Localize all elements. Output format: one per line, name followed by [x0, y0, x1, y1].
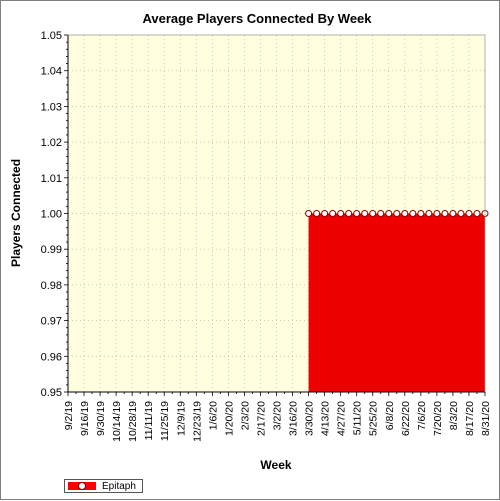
x-tick-label: 3/30/20	[304, 401, 316, 436]
x-tick-label: 7/20/20	[432, 401, 444, 436]
data-point	[353, 210, 361, 217]
data-point	[449, 210, 457, 217]
data-point	[393, 210, 401, 217]
data-point	[321, 210, 329, 217]
data-point	[329, 210, 337, 217]
series-area-epitaph	[308, 213, 485, 392]
x-tick-labels: 9/2/19 9/16/19 9/30/19 10/14/19 10/28/19 11/1…	[63, 401, 492, 442]
x-tick-label: 7/6/20	[416, 401, 428, 430]
series-layer	[305, 210, 489, 392]
x-tick-label: 3/2/20	[272, 401, 284, 430]
data-point	[457, 210, 465, 217]
data-point	[441, 210, 449, 217]
y-tick-label: 0.97	[41, 316, 62, 328]
data-point	[313, 210, 321, 217]
data-point	[305, 210, 313, 217]
data-point	[465, 210, 473, 217]
x-tick-label: 6/8/20	[384, 401, 396, 430]
data-point	[369, 210, 377, 217]
data-point	[377, 210, 385, 217]
data-point	[473, 210, 481, 217]
axes	[64, 34, 486, 396]
x-tick-label: 1/20/20	[223, 401, 235, 436]
legend-label: Epitaph	[102, 480, 136, 492]
data-point	[345, 210, 353, 217]
x-tick-label: 4/27/20	[336, 401, 348, 436]
x-tick-label: 12/23/19	[191, 401, 203, 442]
x-tick-label: 8/3/20	[448, 401, 460, 430]
data-point	[337, 210, 345, 217]
y-tick-labels: 0.95 0.96 0.97 0.98 0.99 1.00 1.01 1.02 1.03 1.04…	[41, 30, 62, 399]
x-tick-label: 10/14/19	[111, 401, 123, 442]
y-tick-label: 0.95	[41, 387, 62, 399]
y-tick-label: 0.98	[41, 280, 62, 292]
y-tick-label: 1.03	[41, 101, 62, 113]
legend: Epitaph	[64, 479, 143, 493]
data-point	[425, 210, 433, 217]
data-point	[361, 210, 369, 217]
y-tick-label: 0.99	[41, 244, 62, 256]
y-tick-label: 0.96	[41, 351, 62, 363]
legend-marker-icon	[78, 482, 86, 490]
y-tick-label: 1.05	[41, 30, 62, 42]
y-tick-label: 1.01	[41, 173, 62, 185]
data-point	[401, 210, 409, 217]
x-tick-label: 3/16/20	[288, 401, 300, 436]
y-tick-label: 1.02	[41, 137, 62, 149]
x-tick-label: 2/3/20	[239, 401, 251, 430]
x-tick-label: 9/2/19	[63, 401, 75, 430]
x-tick-label: 9/16/19	[79, 401, 91, 436]
x-tick-label: 1/6/20	[207, 401, 219, 430]
y-tick-label: 1.00	[41, 209, 62, 221]
data-point	[417, 210, 425, 217]
y-axis-label: Players Connected	[9, 159, 23, 267]
chart-title: Average Players Connected By Week	[142, 11, 372, 26]
data-point	[409, 210, 417, 217]
x-tick-label: 5/25/20	[368, 401, 380, 436]
x-tick-label: 12/9/19	[175, 401, 187, 436]
data-point	[385, 210, 393, 217]
x-tick-label: 6/22/20	[400, 401, 412, 436]
x-tick-label: 2/17/20	[255, 401, 267, 436]
x-axis-label: Week	[260, 458, 291, 472]
x-tick-label: 8/31/20	[480, 401, 492, 436]
data-point	[433, 210, 441, 217]
x-tick-label: 5/11/20	[352, 401, 364, 435]
x-tick-label: 4/13/20	[320, 401, 332, 436]
legend-swatch	[68, 482, 96, 490]
x-tick-label: 10/28/19	[127, 401, 139, 442]
x-tick-label: 11/11/19	[143, 401, 155, 440]
x-tick-label: 8/17/20	[464, 401, 476, 436]
y-tick-label: 1.04	[41, 66, 62, 78]
x-tick-label: 11/25/19	[159, 401, 171, 441]
x-tick-label: 9/30/19	[95, 401, 107, 436]
